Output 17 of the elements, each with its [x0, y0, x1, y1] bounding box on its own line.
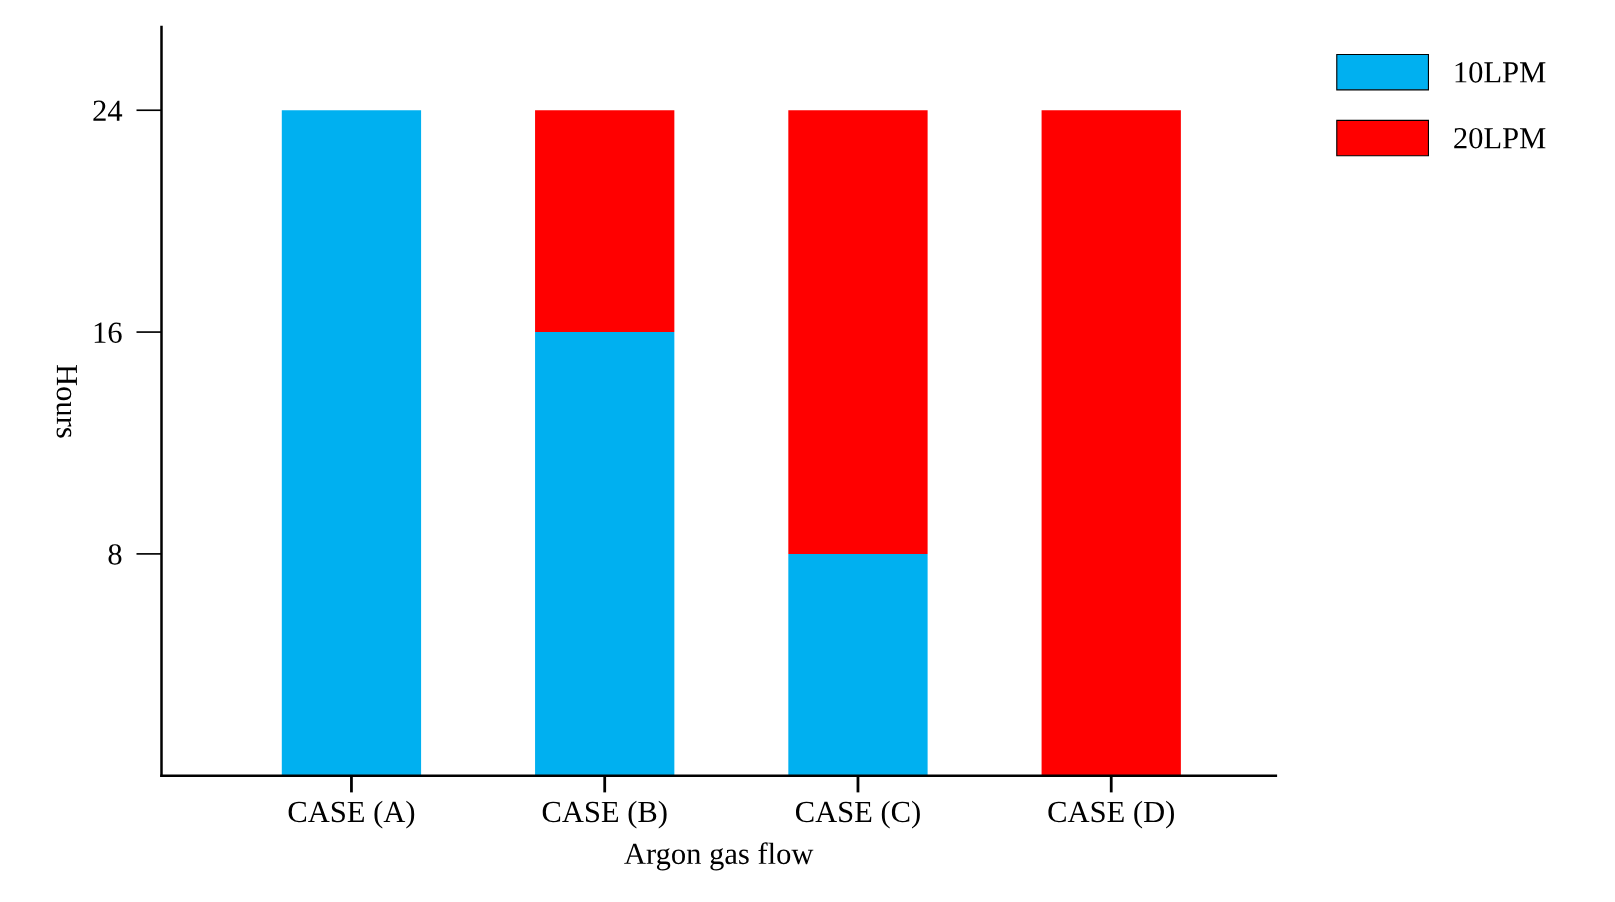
y-axis-title: Hours: [56, 364, 77, 438]
legend-label: 20LPM: [1454, 127, 1546, 149]
bar: [1041, 110, 1181, 776]
bar: [281, 110, 422, 776]
legend-label: 10LPM: [1455, 62, 1546, 83]
x-tick-label: CASE (A): [288, 800, 415, 829]
x-axis-title: Argon gas flow: [624, 842, 814, 871]
bar: [788, 553, 928, 776]
x-tick-label: CASE (C): [795, 800, 920, 829]
y-tick-label: 8: [108, 544, 122, 565]
bar: [535, 332, 675, 776]
bar: [535, 110, 675, 333]
x-tick-label: CASE (D): [1048, 800, 1174, 829]
y-tick-label: 24: [93, 100, 123, 121]
x-tick-label: CASE (B): [542, 800, 667, 829]
bar: [788, 110, 928, 554]
y-tick-label: 16: [94, 322, 122, 343]
